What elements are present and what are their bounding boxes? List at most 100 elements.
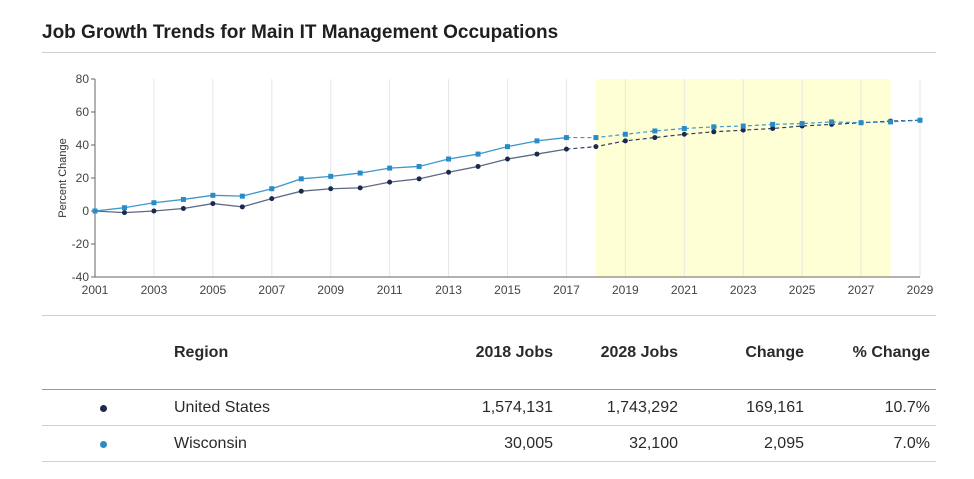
- row-pct-change: 7.0%: [893, 435, 930, 452]
- series-dot-wisconsin: [100, 441, 107, 448]
- data-point: [652, 128, 658, 134]
- x-tick-label: 2005: [200, 283, 227, 297]
- title-divider: [42, 52, 936, 53]
- data-point: [711, 129, 717, 135]
- y-tick-label: 80: [76, 72, 90, 86]
- data-point: [210, 192, 216, 198]
- row-change: 169,161: [746, 399, 804, 416]
- data-point: [829, 119, 835, 125]
- data-point: [475, 163, 481, 169]
- data-point: [740, 127, 746, 133]
- row-2028-jobs: 1,743,292: [606, 399, 678, 416]
- data-point: [298, 188, 304, 194]
- data-point: [121, 210, 127, 216]
- data-point: [681, 131, 687, 137]
- data-point: [269, 186, 275, 192]
- data-point: [563, 146, 569, 152]
- table-row: Wisconsin 30,005 32,100 2,095 7.0%: [42, 426, 936, 461]
- data-point: [357, 185, 363, 191]
- data-point: [652, 135, 658, 141]
- data-point: [298, 176, 304, 182]
- data-point: [239, 204, 245, 210]
- data-point: [92, 208, 98, 214]
- data-point: [681, 126, 687, 131]
- data-point: [357, 170, 363, 176]
- row-change: 2,095: [763, 435, 804, 452]
- header-pct-change: % Change: [852, 344, 930, 361]
- x-tick-label: 2017: [553, 283, 580, 297]
- x-tick-label: 2003: [141, 283, 168, 297]
- data-point: [593, 135, 599, 141]
- data-point: [239, 193, 245, 199]
- chart-divider: [42, 315, 936, 316]
- data-point: [534, 151, 540, 157]
- data-point: [770, 121, 776, 127]
- data-point: [534, 138, 540, 144]
- row-region: United States: [174, 399, 271, 416]
- data-point: [387, 179, 393, 185]
- row-2018-jobs: 30,005: [504, 435, 553, 452]
- data-point: [151, 200, 157, 206]
- data-point: [446, 169, 452, 175]
- data-point: [799, 121, 805, 127]
- data-point: [917, 117, 923, 123]
- data-point: [328, 186, 334, 192]
- x-tick-label: 2029: [907, 283, 934, 297]
- data-point: [711, 124, 717, 130]
- data-point: [593, 144, 599, 150]
- data-point: [475, 151, 481, 157]
- y-tick-label: 40: [76, 138, 90, 152]
- data-point: [416, 176, 422, 182]
- x-tick-label: 2019: [612, 283, 639, 297]
- x-tick-label: 2023: [730, 283, 757, 297]
- data-point: [328, 173, 334, 179]
- data-point: [505, 156, 510, 162]
- table-header-divider: [42, 389, 936, 390]
- y-axis-label: Percent Change: [57, 138, 69, 218]
- data-point: [269, 196, 275, 202]
- x-tick-label: 2021: [671, 283, 698, 297]
- header-region: Region: [174, 344, 229, 361]
- data-point: [770, 126, 776, 131]
- line-chart: 2001 2003 2005 2007 2009 2011 2013 2015 2017 2019…: [57, 72, 934, 297]
- y-tick-label: 0: [82, 204, 89, 218]
- y-tick-label: 20: [76, 171, 90, 185]
- data-point: [622, 131, 628, 137]
- data-point: [563, 135, 569, 141]
- row-divider: [42, 425, 936, 426]
- row-2028-jobs: 32,100: [629, 435, 678, 452]
- header-2028-jobs: 2028 Jobs: [600, 344, 678, 361]
- y-tick-label: 60: [76, 105, 90, 119]
- data-point: [121, 205, 127, 211]
- row-divider: [42, 461, 936, 462]
- data-point: [210, 201, 216, 207]
- data-point: [888, 119, 894, 125]
- data-point: [180, 206, 186, 212]
- row-region: Wisconsin: [174, 435, 247, 452]
- chart-title: Job Growth Trends for Main IT Management…: [42, 22, 559, 43]
- data-point: [387, 165, 393, 171]
- data-point: [446, 156, 452, 162]
- data-point: [622, 138, 628, 144]
- y-tick-label: -40: [72, 270, 90, 284]
- series-dot-united-states: [100, 405, 107, 412]
- x-tick-label: 2015: [494, 283, 521, 297]
- x-tick-label: 2007: [258, 283, 285, 297]
- row-pct-change: 10.7%: [884, 399, 930, 416]
- x-tick-label: 2013: [435, 283, 462, 297]
- header-change: Change: [745, 344, 804, 361]
- data-point: [740, 123, 746, 129]
- table-row: United States 1,574,131 1,743,292 169,16…: [42, 390, 936, 425]
- data-point: [180, 196, 186, 202]
- x-tick-label: 2011: [377, 283, 403, 297]
- data-point: [416, 163, 422, 169]
- row-2018-jobs: 1,574,131: [481, 399, 553, 416]
- data-point: [858, 120, 864, 126]
- data-point: [151, 208, 157, 214]
- header-2018-jobs: 2018 Jobs: [475, 344, 553, 361]
- x-tick-label: 2001: [82, 283, 109, 297]
- y-tick-label: -20: [72, 237, 90, 251]
- x-tick-label: 2027: [848, 283, 875, 297]
- x-tick-label: 2009: [317, 283, 344, 297]
- x-tick-label: 2025: [789, 283, 816, 297]
